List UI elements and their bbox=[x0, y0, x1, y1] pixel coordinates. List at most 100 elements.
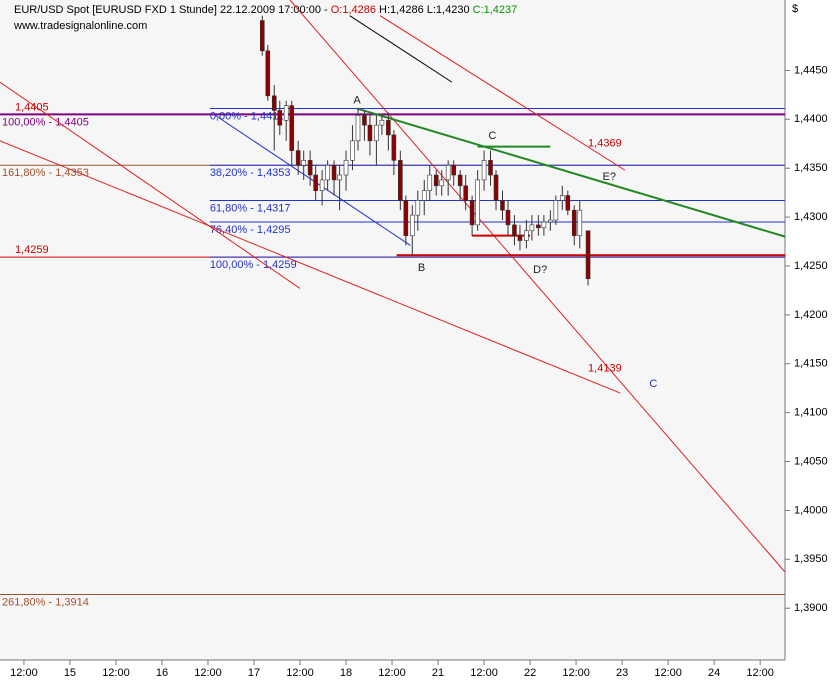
candle-body bbox=[374, 124, 379, 142]
x-tick-label: 12:00 bbox=[194, 667, 222, 679]
candle-body bbox=[350, 140, 355, 161]
candle-body bbox=[463, 185, 468, 201]
candle-body bbox=[548, 219, 553, 223]
candle-body bbox=[493, 174, 499, 201]
title-part: H:1,4286 L:1,4230 bbox=[376, 4, 473, 16]
candle-body bbox=[337, 174, 342, 181]
wave-label: D? bbox=[533, 264, 547, 276]
x-tick-label: 12:00 bbox=[10, 667, 38, 679]
candle-body bbox=[362, 115, 367, 126]
candle-body bbox=[529, 224, 535, 232]
x-tick-label: 12:00 bbox=[286, 667, 314, 679]
candle-body bbox=[386, 119, 391, 136]
candle-body bbox=[469, 200, 475, 226]
wave-label: A bbox=[353, 95, 361, 107]
y-tick-label: 1,4050 bbox=[794, 455, 828, 467]
y-unit: $ bbox=[792, 3, 798, 15]
candle-body bbox=[355, 115, 361, 142]
trend-line bbox=[356, 107, 786, 238]
candle-body bbox=[307, 160, 313, 176]
wave-label: E? bbox=[602, 171, 615, 183]
candle-body bbox=[500, 200, 505, 211]
x-tick-label: 12:00 bbox=[654, 667, 682, 679]
candle-body bbox=[517, 235, 523, 241]
fib-label: 0,00% - 1,4411 bbox=[210, 110, 284, 122]
wave-label: C bbox=[488, 130, 496, 142]
x-tick-label: 12:00 bbox=[378, 667, 406, 679]
x-tick-label: 24 bbox=[708, 667, 720, 679]
candle-body bbox=[409, 214, 415, 236]
x-tick-label: 12:00 bbox=[470, 667, 498, 679]
candle-body bbox=[325, 164, 330, 181]
title-part: C:1,4237 bbox=[473, 4, 518, 16]
x-tick-label: 18 bbox=[340, 667, 352, 679]
candle-body bbox=[259, 20, 265, 52]
y-tick-label: 1,4100 bbox=[794, 407, 828, 419]
level-label: 161,80% - 1,4353 bbox=[2, 167, 89, 179]
candle-body bbox=[331, 164, 337, 181]
candle-body bbox=[391, 134, 397, 161]
candle-body bbox=[481, 160, 487, 181]
trend-line bbox=[0, 140, 621, 394]
candle-body bbox=[536, 224, 541, 229]
candle-body bbox=[505, 209, 511, 226]
price-label: 1,4369 bbox=[588, 138, 622, 150]
candle-body bbox=[559, 195, 565, 201]
y-tick-label: 1,4450 bbox=[794, 64, 828, 76]
candle-body bbox=[415, 200, 421, 216]
candle-body bbox=[319, 179, 325, 191]
x-tick-label: 15 bbox=[64, 667, 76, 679]
y-tick-label: 1,4200 bbox=[794, 309, 828, 321]
fib-label: 38,20% - 1,4353 bbox=[210, 167, 291, 179]
candle-body bbox=[421, 190, 427, 201]
candle-body bbox=[433, 174, 439, 187]
candle-body bbox=[379, 119, 385, 126]
candle-body bbox=[451, 164, 456, 176]
candle-body bbox=[439, 179, 445, 187]
candle-body bbox=[403, 200, 409, 236]
wave-label: C bbox=[649, 378, 657, 390]
y-tick-label: 1,4350 bbox=[794, 162, 828, 174]
candle-body bbox=[585, 230, 591, 279]
level-label: 261,80% - 1,3914 bbox=[2, 596, 89, 608]
candle-body bbox=[271, 95, 277, 111]
title-part: EUR/USD Spot [EURUSD FXD 1 Stunde] 22.12… bbox=[14, 4, 331, 16]
x-tick-label: 16 bbox=[156, 667, 168, 679]
chart-title: EUR/USD Spot [EURUSD FXD 1 Stunde] 22.12… bbox=[14, 4, 517, 16]
candle-body bbox=[427, 174, 433, 191]
candle-body bbox=[343, 160, 349, 176]
candle-body bbox=[289, 105, 295, 151]
candle-body bbox=[457, 174, 463, 187]
x-tick-label: 12:00 bbox=[562, 667, 590, 679]
level-label: 1,4259 bbox=[15, 244, 49, 256]
subtitle: www.tradesignalonline.com bbox=[13, 20, 147, 32]
candle-body bbox=[277, 110, 283, 126]
candle-body bbox=[265, 50, 271, 97]
trend-line bbox=[0, 81, 301, 289]
y-tick-label: 1,4150 bbox=[794, 358, 828, 370]
x-tick-label: 21 bbox=[432, 667, 444, 679]
y-tick-label: 1,4300 bbox=[794, 211, 828, 223]
wave-label: B bbox=[418, 262, 425, 274]
candle-body bbox=[398, 160, 403, 201]
y-tick-label: 1,4400 bbox=[794, 113, 828, 125]
candle-body bbox=[553, 200, 559, 221]
y-tick-label: 1,3900 bbox=[794, 602, 828, 614]
y-tick-label: 1,4000 bbox=[794, 504, 828, 516]
trend-line bbox=[379, 15, 626, 171]
x-tick-label: 17 bbox=[248, 667, 260, 679]
x-tick-label: 23 bbox=[616, 667, 628, 679]
level-label: 100,00% - 1,4405 bbox=[2, 116, 89, 128]
level-label: 1,4405 bbox=[15, 101, 49, 113]
trend-line bbox=[215, 114, 411, 246]
plot-area bbox=[0, 0, 785, 660]
fib-label: 76,40% - 1,4295 bbox=[210, 224, 291, 236]
candle-body bbox=[313, 174, 318, 191]
candle-body bbox=[488, 160, 493, 176]
candle-body bbox=[524, 230, 529, 241]
candle-body bbox=[571, 209, 577, 236]
fib-label: 61,80% - 1,4317 bbox=[210, 202, 291, 214]
title-part: O:1,4286 bbox=[331, 4, 376, 16]
